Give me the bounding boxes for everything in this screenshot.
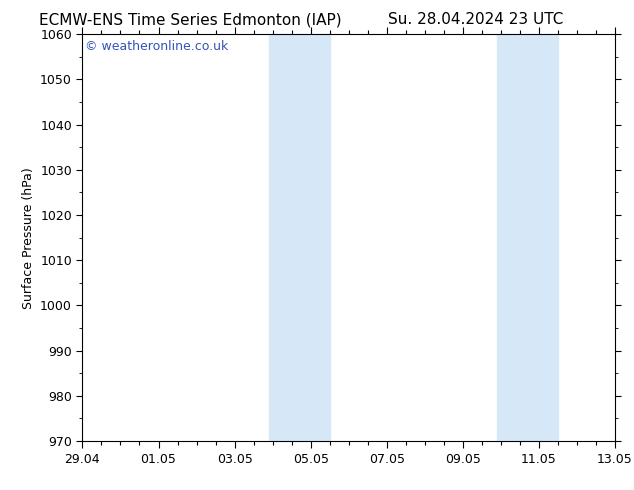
Bar: [497, 34, 558, 441]
Text: © weatheronline.co.uk: © weatheronline.co.uk: [85, 40, 228, 53]
Y-axis label: Surface Pressure (hPa): Surface Pressure (hPa): [22, 167, 35, 309]
Bar: [269, 34, 330, 441]
Text: ECMW-ENS Time Series Edmonton (IAP): ECMW-ENS Time Series Edmonton (IAP): [39, 12, 342, 27]
Text: Su. 28.04.2024 23 UTC: Su. 28.04.2024 23 UTC: [388, 12, 563, 27]
